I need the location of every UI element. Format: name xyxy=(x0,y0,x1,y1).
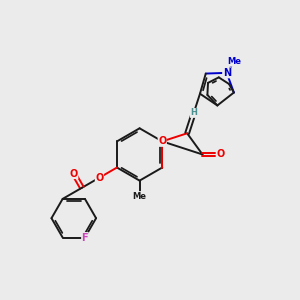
Text: O: O xyxy=(95,172,104,183)
Text: H: H xyxy=(190,108,197,117)
Text: F: F xyxy=(82,232,88,242)
Text: O: O xyxy=(158,136,166,146)
Text: O: O xyxy=(216,149,224,160)
Text: Me: Me xyxy=(227,57,241,66)
Text: Me: Me xyxy=(133,192,147,201)
Text: O: O xyxy=(70,169,78,178)
Text: N: N xyxy=(223,68,231,78)
